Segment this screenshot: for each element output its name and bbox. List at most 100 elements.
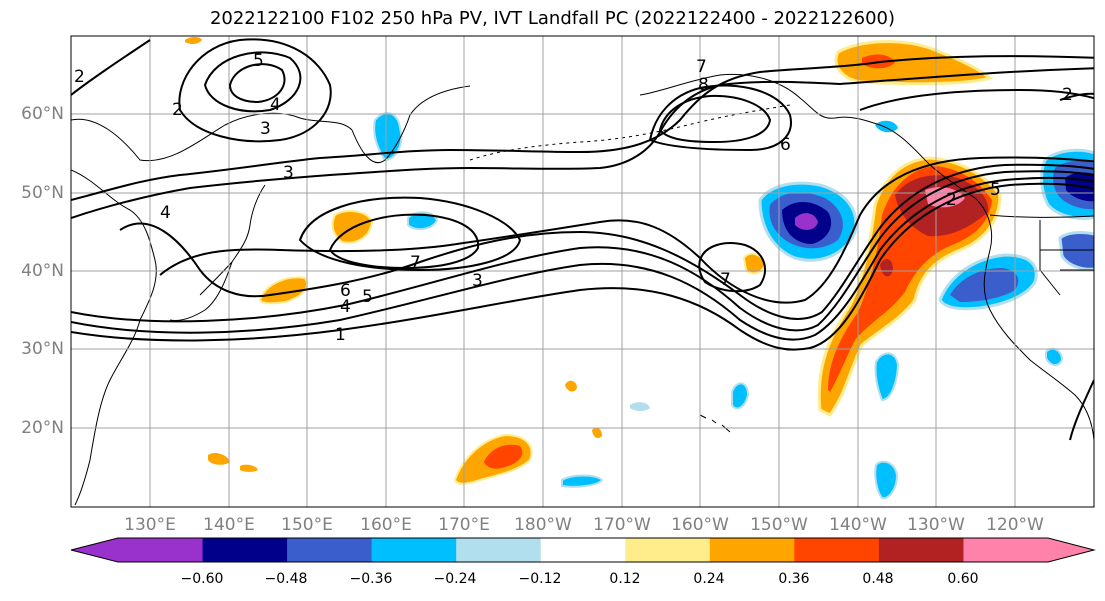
negative-anomaly-small-3 <box>875 120 898 133</box>
negative-anomaly-small-8 <box>630 402 650 411</box>
contour-label: 7 <box>696 57 707 77</box>
lon-label: 170°W <box>593 515 651 535</box>
colorbar-tick-label: −0.24 <box>433 571 477 587</box>
colorbar-tick-label: −0.48 <box>264 571 308 587</box>
coastline-japan <box>169 184 266 321</box>
positive-anomaly-small-5 <box>208 452 230 465</box>
contour-label: 3 <box>283 163 294 183</box>
contour-label: 4 <box>160 203 171 223</box>
map-title: 2022122100 F102 250 hPa PV, IVT Landfall… <box>209 8 896 29</box>
pv-contour-low-ring <box>698 242 766 293</box>
pv-contour-se <box>1069 379 1094 441</box>
colorbar-tick-label: 0.36 <box>778 571 810 587</box>
positive-anomaly-small-8 <box>592 427 602 438</box>
pv-contour-3 <box>71 176 1094 341</box>
colorbar-swatch <box>456 538 542 562</box>
lat-label-20n: 20°N <box>21 418 64 438</box>
border-us-canada <box>989 214 1094 218</box>
colorbar-outline <box>70 537 1096 563</box>
pv-contour-1 <box>71 182 1094 351</box>
contour-label: 7 <box>410 253 421 273</box>
contour-label: 1 <box>335 325 346 345</box>
contour-label: 5 <box>253 51 264 71</box>
colorbar-swatch <box>709 538 795 562</box>
contour-label: 5 <box>362 287 373 307</box>
contour-label: 4 <box>270 95 281 115</box>
negative-anomaly-gulf-min <box>795 213 818 230</box>
colorbar-swatch <box>371 538 457 562</box>
lon-label: 120°W <box>986 515 1044 535</box>
pv-contour-5 <box>119 163 1094 320</box>
pv-contour-east <box>859 88 1094 111</box>
negative-anomaly-small-4 <box>874 352 900 402</box>
colorbar-swatch <box>963 538 1049 562</box>
positive-anomaly-small-dark <box>880 258 893 277</box>
pv-contour-north-2 <box>71 67 1094 219</box>
contour-label: 3 <box>472 271 483 291</box>
pv-contour-4 <box>71 170 1094 332</box>
border-us-states <box>1039 220 1094 296</box>
lon-label: 180°W <box>514 515 572 535</box>
pv-contour-loop-1 <box>203 51 302 113</box>
pv-contour-6 <box>159 156 1094 304</box>
lon-label: 150°E <box>281 515 333 535</box>
lat-label-50n: 50°N <box>21 183 64 203</box>
contour-label: 6 <box>340 281 351 301</box>
contour-label: 5 <box>990 180 1001 200</box>
pv-contour-7-ring <box>298 196 522 272</box>
lat-label-60n: 60°N <box>21 104 64 124</box>
colorbar-tick-label: −0.60 <box>180 571 224 587</box>
negative-anomaly-small-9 <box>1045 347 1064 366</box>
colorbar-swatch <box>540 538 626 562</box>
lon-label: 170°E <box>438 515 490 535</box>
colorbar-tick-label: −0.12 <box>518 571 562 587</box>
lon-label: 130°E <box>124 515 176 535</box>
colorbar-tick-label: 0.12 <box>609 571 641 587</box>
colorbar-swatch <box>794 538 880 562</box>
lat-label-30n: 30°N <box>21 339 64 359</box>
positive-anomaly-small-4-core <box>484 444 523 469</box>
pv-contour-north-1 <box>71 55 1094 201</box>
lon-label: 160°W <box>671 515 729 535</box>
coastline-alaska <box>639 73 993 251</box>
contour-label: 2 <box>172 100 183 120</box>
contour-label: 2 <box>1062 85 1073 105</box>
colorbar-swatch <box>625 538 711 562</box>
colorbar-swatch <box>878 538 964 562</box>
contour-label: 7 <box>720 270 731 290</box>
negative-anomaly-small-7 <box>561 474 604 488</box>
contour-label: 2 <box>74 67 85 87</box>
pv-contour-7-ring2 <box>328 213 480 270</box>
grid <box>71 36 1094 507</box>
contour-label: 8 <box>698 75 709 95</box>
lon-label: 140°W <box>829 515 887 535</box>
pv-contours <box>71 38 1094 441</box>
lon-label: 160°E <box>360 515 412 535</box>
lon-label: 130°W <box>907 515 965 535</box>
colorbar-extend-low <box>71 538 118 562</box>
lon-label: 150°W <box>750 515 808 535</box>
contour-label: 2 <box>946 190 957 210</box>
positive-anomaly-small-2 <box>258 276 308 305</box>
positive-anomaly-small-6 <box>240 464 258 472</box>
colorbar-swatch <box>118 538 204 562</box>
colorbar-tick-label: 0.48 <box>862 571 894 587</box>
pv-contour-north-3 <box>648 84 792 152</box>
colorbar-tick-label: −0.36 <box>349 571 393 587</box>
pv-contour-loop-2 <box>228 63 286 104</box>
colorbar-swatch <box>202 538 288 562</box>
coastline-kamchatka <box>351 85 471 163</box>
contour-label: 6 <box>780 135 791 155</box>
negative-anomaly-small-5 <box>874 460 899 500</box>
plot-frame <box>70 35 1095 508</box>
colorbar-swatch <box>287 538 373 562</box>
positive-anomaly-small-7 <box>565 380 577 392</box>
pv-contour-2-west <box>71 39 151 96</box>
lat-label-40n: 40°N <box>21 261 64 281</box>
contour-label-group: 2 5 4 3 2 3 4 7 6 5 4 3 1 7 8 6 5 7 2 2 <box>74 51 1073 345</box>
pv-contour-north-4 <box>658 94 772 144</box>
contour-label: 4 <box>340 297 351 317</box>
contour-label: 3 <box>260 119 271 139</box>
positive-anomaly-small-9 <box>185 37 202 45</box>
